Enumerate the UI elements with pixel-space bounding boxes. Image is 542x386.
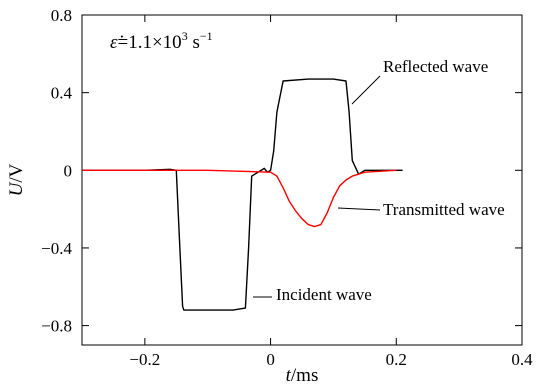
series-group (82, 78, 403, 311)
strain-rate-equals: =1.1×10 (118, 32, 182, 53)
annotations-group: Reflected wave Transmitted wave Incident w… (253, 57, 505, 304)
annotation-leader (337, 207, 381, 211)
annotation-label: Reflected wave (383, 57, 488, 76)
x-tick-label: 0 (266, 350, 275, 369)
y-axis-label: U/V (6, 163, 27, 196)
y-tick-label: 0.4 (51, 84, 73, 103)
plot-frame (81, 14, 523, 346)
series-line-incident-reflected (82, 78, 403, 311)
y-tick-label: −0.8 (41, 317, 72, 336)
annotation-leader (351, 75, 381, 105)
strain-rate-exponent: 3 (182, 29, 188, 43)
x-axis-var: t (286, 365, 292, 386)
x-tick-label: −0.2 (129, 350, 160, 369)
x-axis-label: t/ms (286, 365, 319, 386)
y-tick-label: 0.8 (51, 6, 72, 25)
y-tick-label: −0.4 (41, 239, 72, 258)
y-axis-unit: /V (6, 163, 27, 182)
x-axis-unit: /ms (291, 365, 318, 386)
x-tick-label: 0.2 (386, 350, 407, 369)
annotation-label: Incident wave (276, 285, 372, 304)
y-tick-label: 0 (64, 161, 73, 180)
strain-rate-annotation: ε̇=1.1×103 s−1 (110, 29, 213, 53)
annotation-label: Transmitted wave (383, 200, 505, 219)
y-axis-var: U (6, 181, 27, 196)
x-tick-label: 0.4 (511, 350, 533, 369)
strain-rate-unit-exponent: −1 (200, 29, 213, 43)
series-line-transmitted (82, 169, 397, 228)
strain-rate-unit-base: s (188, 32, 200, 53)
